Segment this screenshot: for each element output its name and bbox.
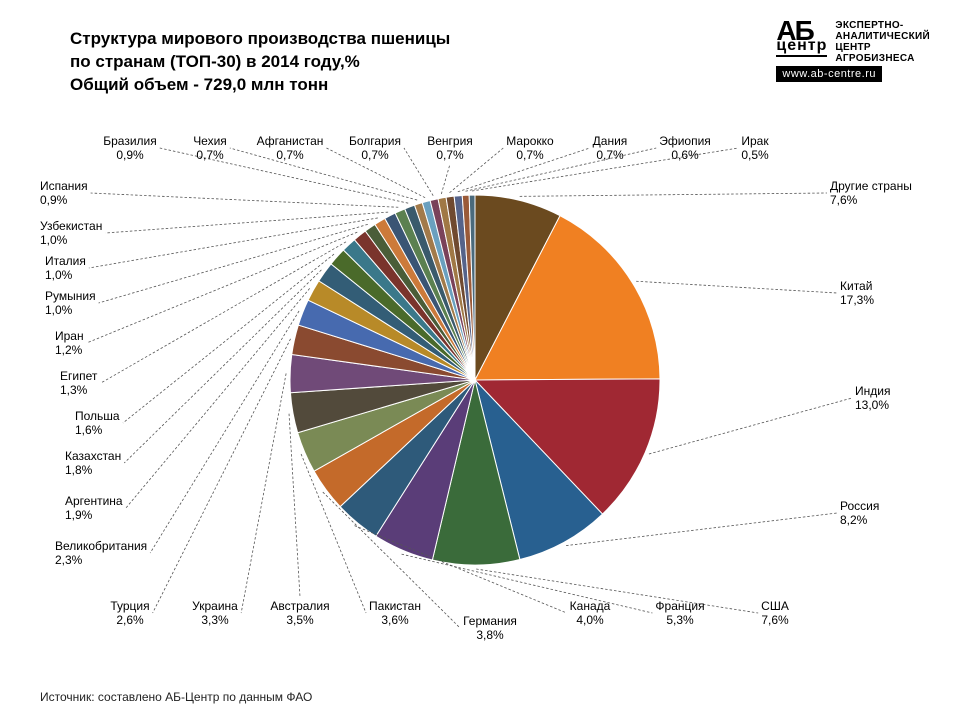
slice-label: Польша1,6% (75, 409, 120, 437)
slice-label: Россия8,2% (840, 499, 879, 527)
slice-label: Иран1,2% (55, 329, 84, 357)
slice-label: Украина3,3% (192, 599, 238, 627)
slice-label: Афганистан0,7% (257, 134, 324, 162)
slice-label: Канада4,0% (570, 599, 611, 627)
leader-line (441, 164, 450, 194)
slice-label: Индия13,0% (855, 384, 890, 412)
leader-line (402, 554, 653, 613)
leader-line (150, 311, 299, 553)
slice-label: Египет1,3% (60, 369, 98, 397)
slice-label: Великобритания2,3% (55, 539, 147, 567)
slice-label: Марокко0,7% (506, 134, 554, 162)
source-note: Источник: составлено АБ-Центр по данным … (40, 690, 312, 704)
leader-line (230, 148, 417, 200)
leader-line (404, 148, 433, 196)
slice-label: Аргентина1,9% (65, 494, 123, 522)
slice-label: Австралия3,5% (270, 599, 329, 627)
slice-label: Узбекистан1,0% (40, 219, 102, 247)
leader-line (566, 513, 837, 546)
slice-label: Испания0,9% (40, 179, 88, 207)
leader-line (476, 569, 758, 613)
slice-label: Турция2,6% (110, 599, 149, 627)
slice-label: Пакистан3,6% (369, 599, 421, 627)
slice-label: Чехия0,7% (193, 134, 227, 162)
leader-line (91, 193, 399, 207)
leader-line (466, 148, 657, 191)
slice-label: Италия1,0% (45, 254, 86, 282)
pie-chart: Другие страны7,6% Китай17,3% Индия13,0% Рос… (0, 0, 960, 720)
leader-line (241, 373, 286, 613)
slice-label: Бразилия0,9% (103, 134, 157, 162)
slice-label: Эфиопия0,6% (659, 134, 711, 162)
slice-label: Китай17,3% (840, 279, 874, 307)
slice-label: Дания0,7% (593, 134, 628, 162)
slice-label: Казахстан1,8% (65, 449, 121, 477)
slice-label: Румыния1,0% (45, 289, 96, 317)
leader-line (105, 212, 388, 233)
leader-line (520, 193, 827, 196)
slice-label: Другие страны7,6% (830, 179, 912, 207)
slice-label: США7,6% (761, 599, 789, 627)
slice-label: Франция5,3% (655, 599, 704, 627)
leader-line (636, 281, 837, 293)
leader-line (289, 414, 300, 597)
slice-label: Болгария0,7% (349, 134, 401, 162)
slice-label: Германия3,8% (463, 614, 517, 642)
slice-label: Венгрия0,7% (427, 134, 473, 162)
leader-line (649, 398, 852, 454)
leader-line (153, 339, 291, 613)
slice-label: Ирак0,5% (741, 134, 769, 162)
